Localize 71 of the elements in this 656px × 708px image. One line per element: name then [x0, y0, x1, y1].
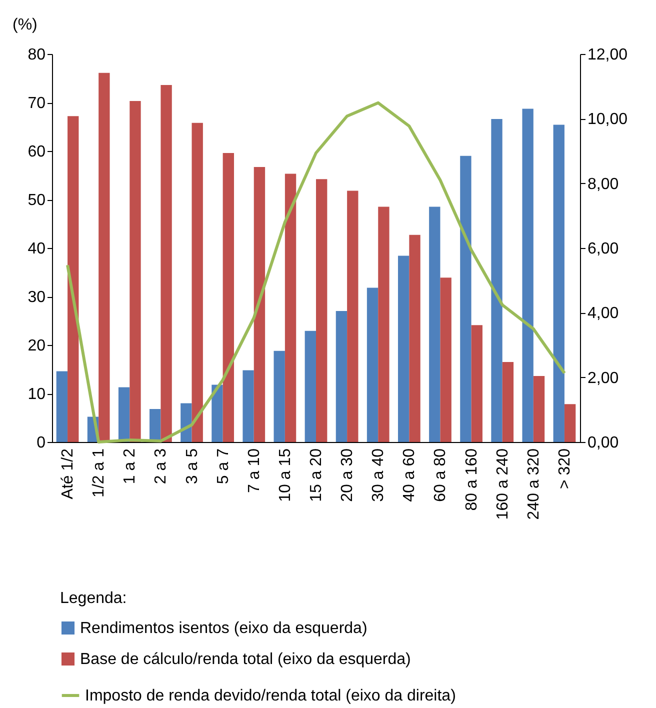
bar [304, 330, 316, 442]
x-tick-label: 30 a 40 [370, 448, 388, 502]
legend-label: Base de cálculo/renda total (eixo da esquerda) [80, 651, 411, 668]
y2-tick-label: 2,00 [588, 370, 619, 387]
bar [160, 85, 172, 442]
bar [242, 370, 254, 442]
y2-tick-label: 10,00 [588, 111, 628, 128]
y-tick-label: 10 [28, 386, 46, 403]
legend-label: Imposto de renda devido/renda total (eixo da direita) [85, 688, 456, 704]
x-tick-label: Até 1/2 [60, 448, 77, 500]
bar [180, 403, 192, 442]
x-tick-label: 60 a 80 [432, 448, 450, 502]
y-axis-title: (%) [12, 16, 38, 34]
bar [409, 234, 420, 442]
x-tick-label: > 320 [556, 448, 574, 489]
x-tick-label: 1/2 a 1 [90, 448, 108, 498]
bar [491, 118, 502, 442]
bar [398, 256, 410, 442]
bar [564, 404, 576, 442]
bar [378, 206, 390, 442]
y-tick-label: 40 [28, 240, 46, 258]
bar [130, 101, 141, 442]
y2-tick-label: 0,00 [588, 434, 619, 452]
x-tick-label: 5 a 7 [214, 448, 232, 484]
bar [222, 152, 234, 442]
bar [336, 311, 348, 442]
x-tick-label: 20 a 30 [339, 448, 356, 502]
bar [274, 350, 285, 442]
x-tick-label: 10 a 15 [276, 448, 294, 502]
legend-title: Legenda: [60, 590, 127, 607]
x-tick-label: 240 a 320 [525, 448, 542, 520]
bar [254, 167, 266, 442]
bar [212, 384, 223, 442]
x-tick-label: 40 a 60 [401, 448, 418, 502]
x-tick-label: 80 a 160 [463, 448, 480, 511]
bar [56, 371, 68, 442]
bar [533, 376, 545, 442]
x-tick-label: 2 a 3 [152, 448, 170, 484]
x-tick-label: 1 a 2 [122, 448, 139, 484]
bar [118, 387, 130, 442]
bar [316, 179, 328, 442]
x-tick-label: 7 a 10 [246, 448, 263, 493]
y-tick-label: 20 [28, 338, 46, 354]
y2-tick-label: 4,00 [588, 305, 619, 322]
line-series [66, 101, 566, 444]
bar [366, 288, 378, 442]
bar [502, 362, 514, 442]
bar [68, 116, 79, 442]
y-tick-label: 80 [28, 46, 46, 64]
x-tick-label: 15 a 20 [308, 448, 325, 502]
bar [460, 156, 472, 442]
bar [192, 122, 203, 442]
y2-tick-label: 12,00 [588, 46, 628, 64]
x-tick-label: 160 a 240 [494, 448, 512, 520]
bar [98, 72, 110, 442]
bar [429, 206, 440, 442]
bar [471, 325, 482, 442]
y-tick-label: 30 [28, 289, 46, 306]
y-tick-label: 70 [28, 95, 46, 112]
x-tick-label: 3 a 5 [184, 448, 201, 484]
bar [347, 190, 358, 442]
y2-tick-label: 6,00 [588, 240, 619, 258]
y-tick-label: 60 [28, 144, 46, 160]
bar [284, 174, 296, 442]
y-tick-label: 50 [28, 192, 46, 209]
legend-label: Rendimentos isentos (eixo da esquerda) [80, 620, 368, 637]
bar [522, 108, 534, 442]
bar [440, 278, 452, 442]
y2-tick-label: 8,00 [588, 176, 619, 193]
bar [553, 124, 564, 442]
y-tick-label: 0 [36, 434, 46, 452]
